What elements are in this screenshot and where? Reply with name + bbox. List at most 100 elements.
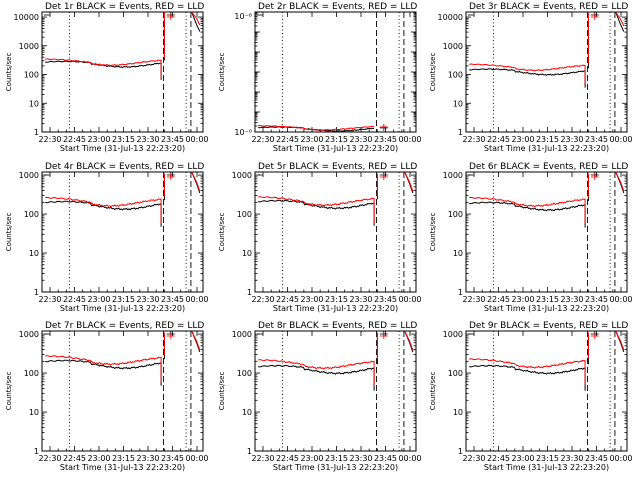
x-tick-label: 23:15: [325, 295, 348, 304]
y-tick-label: 1: [458, 128, 463, 137]
y-tick-label: 100: [237, 369, 252, 378]
events-series-line: [469, 11, 625, 88]
x-tick-label: 00:00: [398, 454, 421, 463]
x-tick-label: 23:30: [349, 295, 372, 304]
panel-4: Det 4r BLACK = Events, RED = LLD 1 10 100 10…: [5, 162, 209, 313]
events-series-line: [469, 330, 625, 391]
x-tick-label: 22:30: [462, 454, 485, 463]
x-tick-label: 23:45: [161, 454, 184, 463]
y-axis-label: Counts/sec: [218, 53, 226, 92]
x-tick-label: 23:45: [161, 295, 184, 304]
y-tick-label: 1000: [232, 171, 252, 180]
lld-series-line: [45, 330, 201, 382]
x-tick-label: 23:30: [560, 454, 583, 463]
y-tick-label: 10: [242, 249, 252, 258]
x-tick-label: 23:15: [536, 135, 559, 144]
events-series-line: [45, 171, 201, 227]
panel-9: Det 9r BLACK = Events, RED = LLD 1 10 100 10…: [429, 321, 633, 472]
x-tick-label: 23:45: [585, 295, 608, 304]
y-axis-label: Counts/sec: [5, 53, 13, 92]
x-tick-label: 23:00: [87, 454, 110, 463]
y-tick-label: 1000: [19, 171, 39, 180]
x-tick-label: 23:15: [112, 135, 135, 144]
y-tick-label: 1: [34, 128, 39, 137]
y-tick-label: 1000: [232, 330, 252, 339]
x-tick-label: 23:15: [112, 295, 135, 304]
x-tick-label: 00:00: [609, 135, 632, 144]
x-tick-label: 23:15: [112, 454, 135, 463]
x-tick-label: 22:45: [276, 295, 299, 304]
panel-title: Det 6r BLACK = Events, RED = LLD: [469, 162, 628, 172]
x-tick-label: 23:30: [560, 295, 583, 304]
x-tick-label: 23:45: [585, 454, 608, 463]
y-tick-label: 100: [448, 369, 463, 378]
x-tick-label: 22:45: [276, 454, 299, 463]
y-tick-label: 100: [237, 210, 252, 219]
y-tick-label: 10: [453, 408, 463, 417]
x-tick-label: 23:30: [349, 135, 372, 144]
x-tick-label: 22:45: [487, 454, 510, 463]
panel-title: Det 4r BLACK = Events, RED = LLD: [45, 162, 204, 172]
x-axis-label: Start Time (31-Jul-13 22:23:20): [273, 144, 398, 153]
x-tick-label: 23:00: [511, 295, 534, 304]
y-tick-label: 1: [458, 447, 463, 456]
x-tick-label: 23:00: [300, 454, 323, 463]
plot-frame: [465, 171, 628, 293]
plot-frame: [465, 330, 628, 452]
x-tick-label: 23:45: [374, 135, 397, 144]
panel-3: Det 3r BLACK = Events, RED = LLD 1 10 100 10…: [429, 2, 633, 153]
panel-title: Det 1r BLACK = Events, RED = LLD: [45, 2, 204, 12]
x-tick-label: 22:30: [38, 295, 61, 304]
plot-frame: [41, 171, 204, 293]
y-tick-label: 1000: [19, 330, 39, 339]
lld-series-line: [258, 171, 414, 223]
x-tick-label: 23:45: [585, 135, 608, 144]
x-tick-label: 22:30: [462, 135, 485, 144]
y-tick-label: 10: [242, 408, 252, 417]
panel-6: Det 6r BLACK = Events, RED = LLD 1 10 100 10…: [429, 162, 633, 313]
panel-5: Det 5r BLACK = Events, RED = LLD 1 10 100 10…: [218, 162, 422, 313]
y-tick-label: 1000: [443, 330, 463, 339]
panel-2: Det 2r BLACK = Events, RED = LLD 10⁻⁰ 10⁻⁶…: [218, 2, 422, 153]
plot-frame: [254, 11, 417, 133]
y-tick-label: 1000: [443, 42, 463, 51]
y-axis-label: Counts/sec: [5, 213, 13, 252]
x-axis-label: Start Time (31-Jul-13 22:23:20): [484, 304, 609, 313]
panel-title: Det 9r BLACK = Events, RED = LLD: [469, 321, 628, 331]
y-axis-label: Counts/sec: [429, 372, 437, 411]
y-tick-label: 100: [448, 210, 463, 219]
y-tick-label: 100: [24, 71, 39, 80]
y-tick-label: 100: [448, 71, 463, 80]
lld-series-line: [45, 11, 201, 79]
y-tick-label: 100: [24, 369, 39, 378]
lld-series-line: [45, 171, 201, 224]
events-series-line: [258, 171, 414, 226]
x-axis-label: Start Time (31-Jul-13 22:23:20): [484, 144, 609, 153]
x-tick-label: 23:30: [136, 295, 159, 304]
y-tick-label: 10000: [14, 13, 39, 22]
panel-title: Det 5r BLACK = Events, RED = LLD: [258, 162, 417, 172]
y-tick-label: 1: [247, 447, 252, 456]
y-tick-label: 10: [453, 99, 463, 108]
x-tick-label: 22:45: [276, 135, 299, 144]
x-tick-label: 23:45: [374, 454, 397, 463]
x-axis-label: Start Time (31-Jul-13 22:23:20): [484, 463, 609, 472]
lld-series-line: [469, 171, 625, 224]
plot-frame: [41, 330, 204, 452]
y-tick-label: 10: [29, 99, 39, 108]
x-tick-label: 23:45: [161, 135, 184, 144]
plot-frame: [254, 330, 417, 452]
x-axis-label: Start Time (31-Jul-13 22:23:20): [60, 463, 185, 472]
plot-frame: [254, 171, 417, 293]
x-tick-label: 00:00: [398, 135, 421, 144]
x-tick-label: 22:45: [487, 135, 510, 144]
lld-series-line: [258, 330, 414, 386]
y-tick-label: 10: [29, 249, 39, 258]
x-axis-label: Start Time (31-Jul-13 22:23:20): [60, 144, 185, 153]
panel-title: Det 2r BLACK = Events, RED = LLD: [258, 2, 417, 12]
x-tick-label: 22:45: [63, 135, 86, 144]
x-tick-label: 23:30: [349, 454, 372, 463]
y-tick-label: 10: [453, 249, 463, 258]
x-tick-label: 22:30: [462, 295, 485, 304]
